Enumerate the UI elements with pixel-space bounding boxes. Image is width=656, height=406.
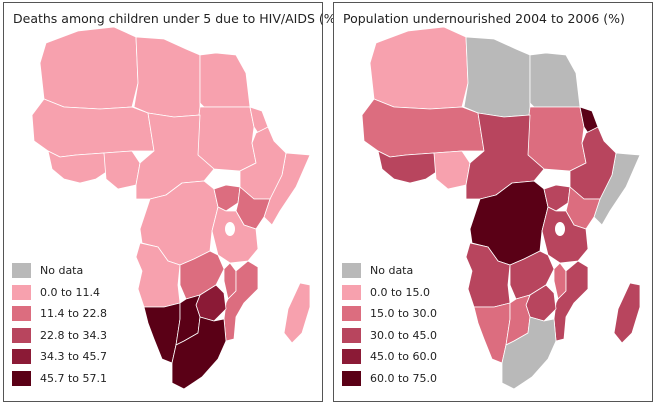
region-sudan [527, 106, 587, 172]
legend-swatch [12, 370, 31, 386]
lake-victoria [555, 222, 565, 236]
region-madagascar [613, 282, 641, 344]
region-zambia [179, 250, 225, 300]
legend-swatch [342, 284, 361, 300]
africa-map-hiv [31, 26, 311, 390]
map-panel-undernourished: Population undernourished 2004 to 2006 (… [333, 2, 653, 402]
region-madagascar [283, 282, 311, 344]
region-egypt [199, 52, 251, 108]
africa-map-undernourished [361, 26, 641, 390]
region-north [369, 26, 469, 110]
legend-swatch [342, 349, 361, 365]
region-sudan [197, 106, 257, 172]
legend-swatch [12, 263, 31, 278]
legend-swatch [342, 306, 361, 322]
legend-swatch [12, 349, 31, 365]
legend-swatch [12, 284, 31, 300]
region-south-africa [171, 316, 227, 390]
lake-victoria [225, 222, 235, 236]
region-zambia [509, 250, 555, 300]
region-tanzania [211, 206, 259, 264]
region-nigeria [433, 150, 471, 190]
map-title: Deaths among children under 5 due to HIV… [13, 11, 341, 26]
map-panel-hiv: Deaths among children under 5 due to HIV… [3, 2, 341, 402]
region-libya [463, 36, 531, 118]
region-mozambique [553, 260, 589, 342]
region-south-africa [501, 316, 557, 390]
region-libya [133, 36, 201, 118]
map-title: Population undernourished 2004 to 2006 (… [343, 11, 625, 26]
region-nigeria [103, 150, 141, 190]
legend-swatch [342, 370, 361, 386]
region-egypt [529, 52, 581, 108]
region-west-coast [377, 150, 439, 184]
region-west-coast [47, 150, 109, 184]
region-north [39, 26, 139, 110]
legend-swatch [342, 327, 361, 343]
legend-swatch [12, 327, 31, 343]
region-mozambique [223, 260, 259, 342]
legend-swatch [12, 306, 31, 322]
legend-swatch [342, 263, 361, 278]
region-tanzania [541, 206, 589, 264]
